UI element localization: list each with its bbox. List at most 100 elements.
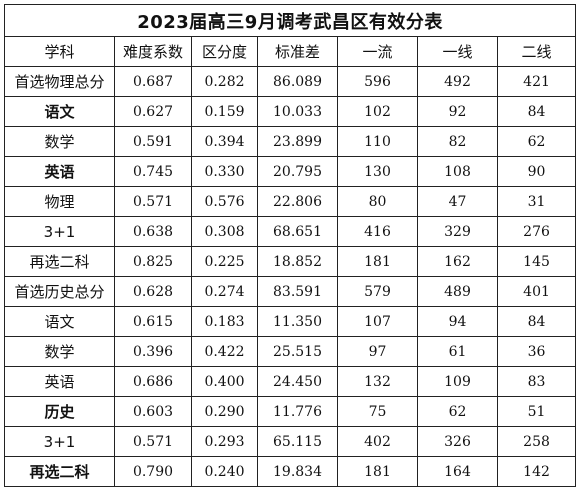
tier-1-cell: 579 (337, 276, 418, 307)
discrimination-cell: 0.274 (191, 276, 258, 307)
std-dev-cell: 19.834 (257, 456, 338, 487)
line-2-cell: 276 (496, 216, 577, 247)
tier-1-cell: 97 (337, 336, 418, 367)
header-discrimination: 区分度 (191, 36, 258, 67)
difficulty-cell: 0.396 (114, 336, 192, 367)
line-2-cell: 84 (496, 96, 577, 127)
difficulty-cell: 0.686 (114, 366, 192, 397)
difficulty-cell: 0.615 (114, 306, 192, 337)
discrimination-cell: 0.400 (191, 366, 258, 397)
header-subject: 学科 (4, 36, 115, 67)
score-table-sheet: 2023届高三9月调考武昌区有效分表 学科 难度系数 区分度 标准差 一流 一线… (3, 4, 577, 487)
std-dev-cell: 20.795 (257, 156, 338, 187)
tier-1-cell: 110 (337, 126, 418, 157)
discrimination-cell: 0.308 (191, 216, 258, 247)
line-1-cell: 92 (417, 96, 498, 127)
table-title: 2023届高三9月调考武昌区有效分表 (3, 4, 577, 37)
subject-cell: 数学 (4, 336, 115, 367)
line-1-cell: 109 (417, 366, 498, 397)
difficulty-cell: 0.825 (114, 246, 192, 277)
table-row: 语文 0.615 0.183 11.350 107 94 84 (4, 306, 577, 337)
table-row: 再选二科 0.790 0.240 19.834 181 164 142 (4, 456, 577, 487)
std-dev-cell: 25.515 (257, 336, 338, 367)
tier-1-cell: 181 (337, 246, 418, 277)
tier-1-cell: 596 (337, 66, 418, 97)
discrimination-cell: 0.183 (191, 306, 258, 337)
discrimination-cell: 0.282 (191, 66, 258, 97)
discrimination-cell: 0.576 (191, 186, 258, 217)
tier-1-cell: 402 (337, 426, 418, 457)
tier-1-cell: 102 (337, 96, 418, 127)
table-row: 3+1 0.571 0.293 65.115 402 326 258 (4, 426, 577, 457)
line-2-cell: 258 (496, 426, 577, 457)
header-row: 学科 难度系数 区分度 标准差 一流 一线 二线 (4, 36, 577, 67)
line-1-cell: 61 (417, 336, 498, 367)
subject-cell: 再选二科 (4, 456, 115, 487)
subject-cell: 3+1 (4, 426, 115, 457)
std-dev-cell: 11.350 (257, 306, 338, 337)
subject-cell: 语文 (4, 306, 115, 337)
line-2-cell: 145 (496, 246, 577, 277)
std-dev-cell: 22.806 (257, 186, 338, 217)
line-2-cell: 401 (496, 276, 577, 307)
difficulty-cell: 0.571 (114, 426, 192, 457)
difficulty-cell: 0.627 (114, 96, 192, 127)
std-dev-cell: 23.899 (257, 126, 338, 157)
table-row: 再选二科 0.825 0.225 18.852 181 162 145 (4, 246, 577, 277)
line-1-cell: 82 (417, 126, 498, 157)
tier-1-cell: 80 (337, 186, 418, 217)
std-dev-cell: 65.115 (257, 426, 338, 457)
line-1-cell: 162 (417, 246, 498, 277)
header-tier-1: 一流 (337, 36, 418, 67)
std-dev-cell: 86.089 (257, 66, 338, 97)
header-line-2: 二线 (496, 36, 577, 67)
discrimination-cell: 0.225 (191, 246, 258, 277)
tier-1-cell: 130 (337, 156, 418, 187)
difficulty-cell: 0.687 (114, 66, 192, 97)
discrimination-cell: 0.290 (191, 396, 258, 427)
line-1-cell: 329 (417, 216, 498, 247)
std-dev-cell: 24.450 (257, 366, 338, 397)
difficulty-cell: 0.603 (114, 396, 192, 427)
table-row: 3+1 0.638 0.308 68.651 416 329 276 (4, 216, 577, 247)
table-row: 物理 0.571 0.576 22.806 80 47 31 (4, 186, 577, 217)
subject-cell: 物理 (4, 186, 115, 217)
difficulty-cell: 0.628 (114, 276, 192, 307)
line-2-cell: 83 (496, 366, 577, 397)
table-row: 英语 0.745 0.330 20.795 130 108 90 (4, 156, 577, 187)
line-1-cell: 164 (417, 456, 498, 487)
table-row: 数学 0.591 0.394 23.899 110 82 62 (4, 126, 577, 157)
table-body: 首选物理总分 0.687 0.282 86.089 596 492 421 语文 0.627 0.… (4, 66, 577, 487)
subject-cell: 历史 (4, 396, 115, 427)
discrimination-cell: 0.394 (191, 126, 258, 157)
difficulty-cell: 0.790 (114, 456, 192, 487)
discrimination-cell: 0.240 (191, 456, 258, 487)
subject-cell: 数学 (4, 126, 115, 157)
header-difficulty: 难度系数 (114, 36, 192, 67)
title-row: 2023届高三9月调考武昌区有效分表 (3, 4, 577, 37)
line-2-cell: 84 (496, 306, 577, 337)
line-2-cell: 62 (496, 126, 577, 157)
line-2-cell: 51 (496, 396, 577, 427)
std-dev-cell: 10.033 (257, 96, 338, 127)
table-row: 英语 0.686 0.400 24.450 132 109 83 (4, 366, 577, 397)
std-dev-cell: 68.651 (257, 216, 338, 247)
std-dev-cell: 83.591 (257, 276, 338, 307)
line-1-cell: 108 (417, 156, 498, 187)
subject-cell: 再选二科 (4, 246, 115, 277)
discrimination-cell: 0.330 (191, 156, 258, 187)
subject-cell: 首选物理总分 (4, 66, 115, 97)
line-1-cell: 326 (417, 426, 498, 457)
line-1-cell: 492 (417, 66, 498, 97)
line-2-cell: 90 (496, 156, 577, 187)
line-2-cell: 421 (496, 66, 577, 97)
header-std-dev: 标准差 (257, 36, 338, 67)
tier-1-cell: 132 (337, 366, 418, 397)
subject-cell: 语文 (4, 96, 115, 127)
discrimination-cell: 0.159 (191, 96, 258, 127)
tier-1-cell: 416 (337, 216, 418, 247)
subject-cell: 英语 (4, 156, 115, 187)
line-2-cell: 31 (496, 186, 577, 217)
line-1-cell: 489 (417, 276, 498, 307)
std-dev-cell: 11.776 (257, 396, 338, 427)
